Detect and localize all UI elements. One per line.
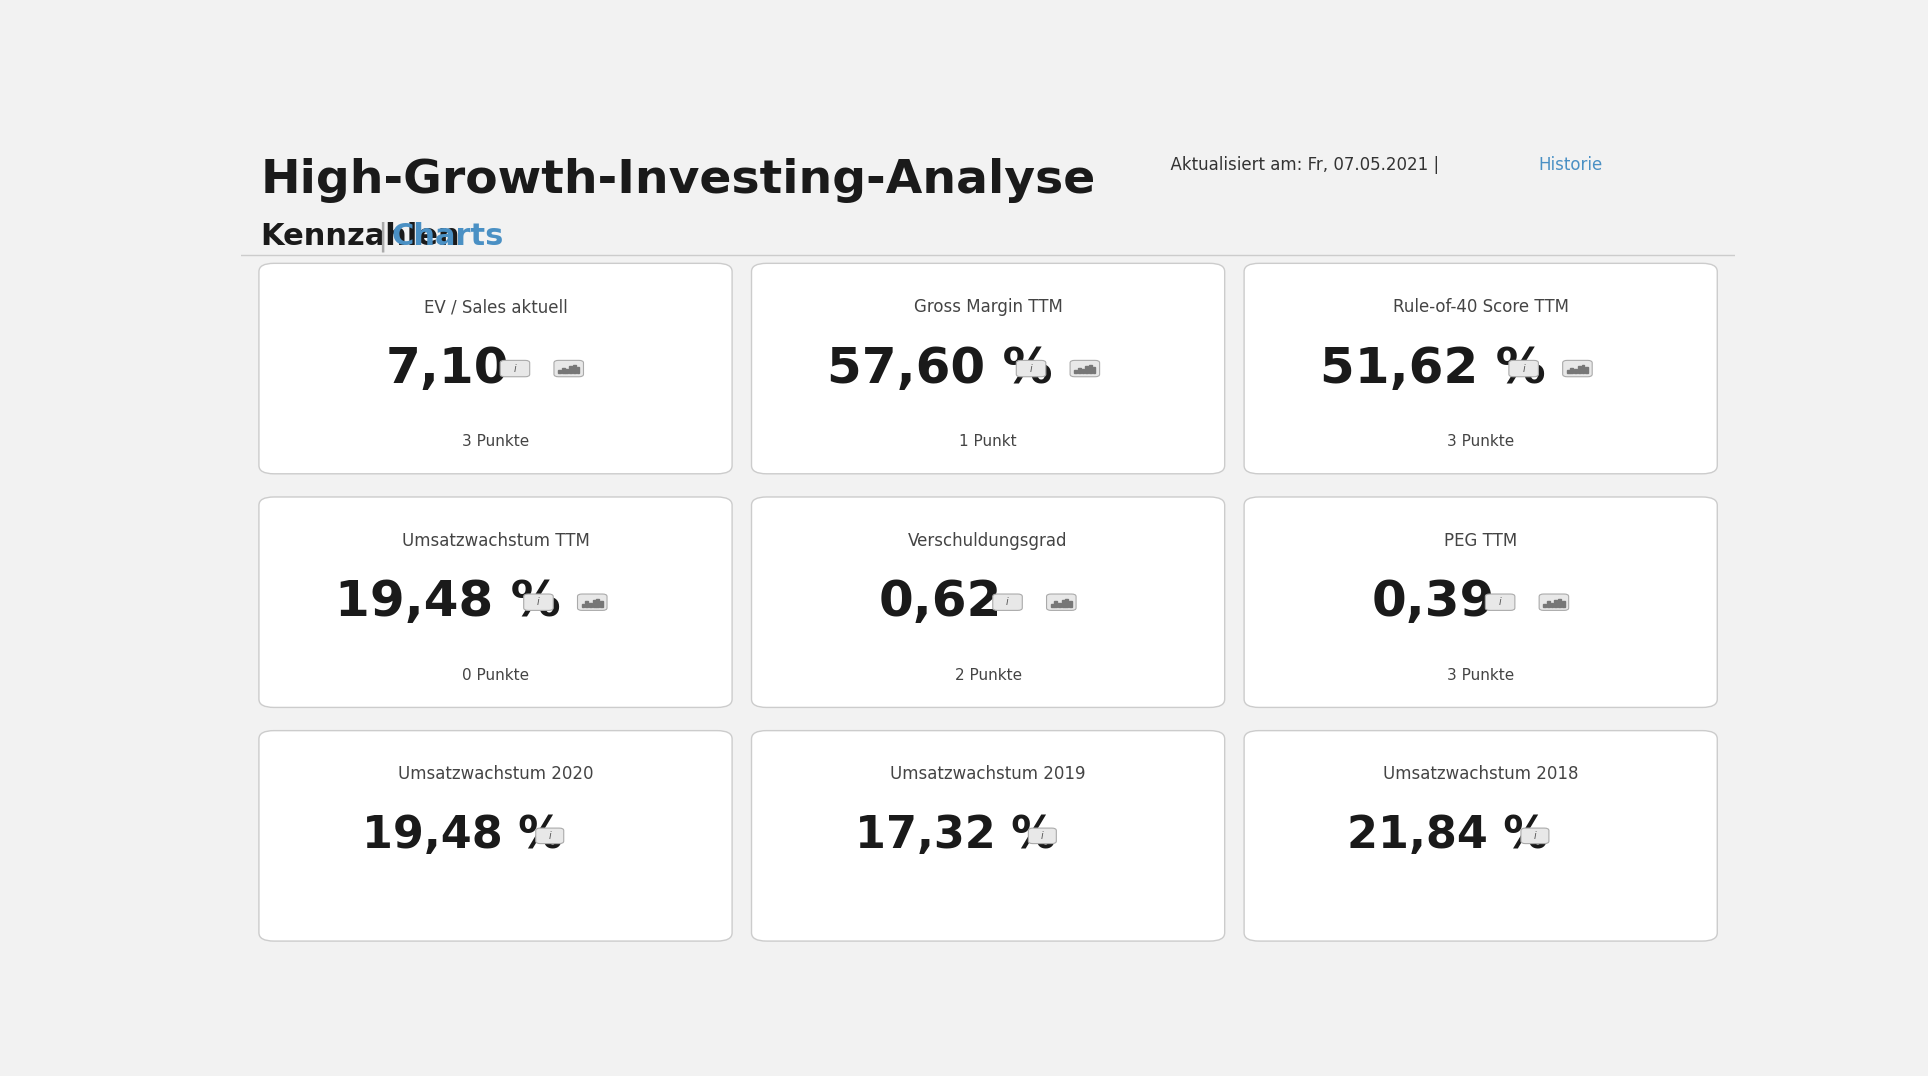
Bar [573, 365, 576, 373]
FancyBboxPatch shape [1510, 360, 1539, 377]
Text: |: | [378, 222, 388, 253]
Text: i: i [1030, 364, 1031, 373]
FancyBboxPatch shape [1521, 829, 1548, 844]
FancyBboxPatch shape [553, 360, 584, 377]
Text: i: i [1533, 831, 1537, 840]
Bar [596, 598, 600, 607]
Text: High-Growth-Investing-Analyse: High-Growth-Investing-Analyse [260, 158, 1095, 203]
FancyBboxPatch shape [1028, 829, 1057, 844]
Bar [1055, 601, 1057, 607]
Bar [1567, 370, 1569, 373]
Text: i: i [548, 831, 551, 840]
FancyBboxPatch shape [536, 829, 563, 844]
Bar [576, 368, 580, 373]
Bar [586, 601, 588, 607]
Bar [1070, 601, 1072, 607]
Text: Umsatzwachstum TTM: Umsatzwachstum TTM [401, 532, 590, 550]
Text: 19,48 %: 19,48 % [362, 815, 563, 858]
Bar [1051, 604, 1053, 607]
Text: i: i [1523, 364, 1525, 373]
Text: 2 Punkte: 2 Punkte [954, 667, 1022, 682]
Text: Verschuldungsgrad: Verschuldungsgrad [908, 532, 1068, 550]
FancyBboxPatch shape [993, 594, 1022, 610]
FancyBboxPatch shape [752, 731, 1224, 942]
Bar [1585, 368, 1589, 373]
FancyBboxPatch shape [1016, 360, 1045, 377]
Bar [1562, 601, 1564, 607]
Bar [1058, 603, 1060, 607]
FancyBboxPatch shape [1564, 360, 1593, 377]
Text: Umsatzwachstum 2020: Umsatzwachstum 2020 [397, 765, 594, 783]
Text: 51,62 %: 51,62 % [1321, 344, 1546, 393]
FancyBboxPatch shape [499, 360, 530, 377]
Bar [1082, 369, 1084, 373]
Text: Gross Margin TTM: Gross Margin TTM [914, 298, 1062, 316]
Bar [1089, 365, 1091, 373]
Bar [1554, 600, 1558, 607]
FancyBboxPatch shape [258, 264, 733, 473]
Text: 3 Punkte: 3 Punkte [463, 434, 528, 449]
Bar [582, 604, 584, 607]
Text: 3 Punkte: 3 Punkte [1448, 434, 1513, 449]
Text: i: i [1498, 597, 1502, 607]
FancyBboxPatch shape [524, 594, 553, 610]
Bar [557, 370, 561, 373]
Bar [561, 368, 565, 373]
FancyBboxPatch shape [752, 497, 1224, 707]
Text: 0 Punkte: 0 Punkte [463, 667, 528, 682]
Bar [1581, 365, 1585, 373]
FancyBboxPatch shape [1244, 264, 1718, 473]
Bar [600, 601, 603, 607]
FancyBboxPatch shape [1070, 360, 1099, 377]
Text: Historie: Historie [1539, 156, 1602, 173]
Bar [1078, 368, 1082, 373]
Text: 21,84 %: 21,84 % [1348, 815, 1548, 858]
FancyBboxPatch shape [1485, 594, 1515, 610]
Bar [1577, 366, 1581, 373]
Text: 3 Punkte: 3 Punkte [1448, 667, 1513, 682]
Text: Aktualisiert am: Fr, 07.05.2021 |: Aktualisiert am: Fr, 07.05.2021 | [1161, 156, 1444, 173]
Bar [1571, 368, 1573, 373]
Text: 7,10: 7,10 [386, 344, 509, 393]
Text: Rule-of-40 Score TTM: Rule-of-40 Score TTM [1392, 298, 1569, 316]
FancyBboxPatch shape [578, 594, 607, 610]
Bar [1062, 600, 1064, 607]
Text: 19,48 %: 19,48 % [335, 578, 561, 626]
Bar [592, 600, 596, 607]
Bar [569, 366, 573, 373]
FancyBboxPatch shape [1244, 731, 1718, 942]
FancyBboxPatch shape [752, 264, 1224, 473]
Text: 17,32 %: 17,32 % [854, 815, 1057, 858]
Text: PEG TTM: PEG TTM [1444, 532, 1517, 550]
Text: 57,60 %: 57,60 % [827, 344, 1053, 393]
Bar [1074, 370, 1078, 373]
Text: EV / Sales aktuell: EV / Sales aktuell [424, 298, 567, 316]
Bar [1542, 604, 1546, 607]
Bar [1066, 598, 1068, 607]
Text: Umsatzwachstum 2018: Umsatzwachstum 2018 [1382, 765, 1579, 783]
Text: i: i [538, 597, 540, 607]
Bar [1085, 366, 1087, 373]
Bar [588, 603, 592, 607]
Bar [1550, 603, 1554, 607]
Bar [1558, 598, 1562, 607]
Text: Kennzahlen: Kennzahlen [260, 222, 461, 251]
FancyBboxPatch shape [1047, 594, 1076, 610]
Text: 0,62: 0,62 [879, 578, 1003, 626]
Bar [1546, 601, 1550, 607]
Bar [1573, 369, 1577, 373]
Text: i: i [1041, 831, 1043, 840]
FancyBboxPatch shape [1539, 594, 1569, 610]
Bar [1093, 368, 1095, 373]
Text: 1 Punkt: 1 Punkt [960, 434, 1016, 449]
FancyBboxPatch shape [1244, 497, 1718, 707]
FancyBboxPatch shape [258, 497, 733, 707]
FancyBboxPatch shape [258, 731, 733, 942]
Text: i: i [513, 364, 517, 373]
Bar [565, 369, 569, 373]
Text: Umsatzwachstum 2019: Umsatzwachstum 2019 [891, 765, 1085, 783]
Text: i: i [1006, 597, 1008, 607]
Text: 0,39: 0,39 [1371, 578, 1494, 626]
Text: Charts: Charts [391, 222, 505, 251]
